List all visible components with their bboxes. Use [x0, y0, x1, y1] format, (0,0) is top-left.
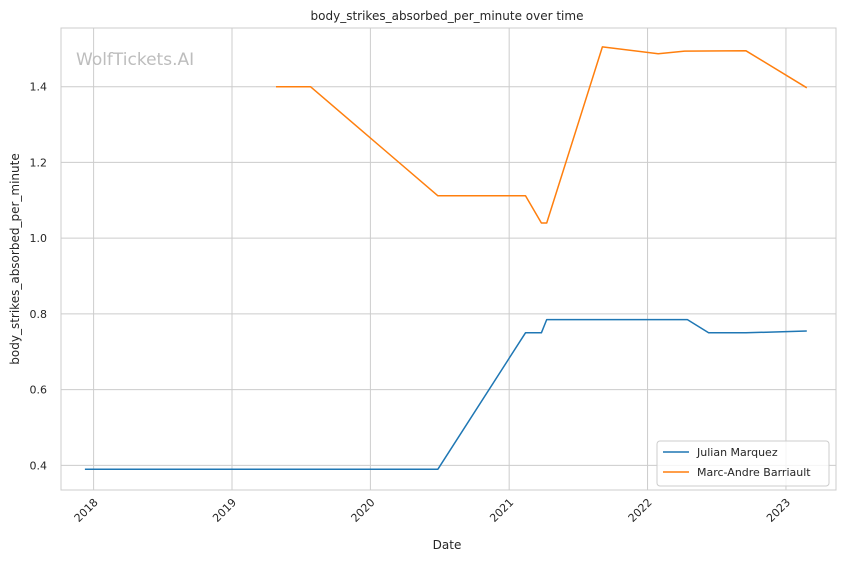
y-tick-label: 1.0: [30, 232, 48, 245]
x-axis-label: Date: [433, 538, 462, 552]
x-tick-label: 2018: [72, 496, 101, 525]
watermark: WolfTickets.AI: [76, 50, 194, 70]
x-tick-label: 2019: [210, 496, 239, 525]
y-tick-label: 0.8: [30, 308, 48, 321]
x-tick-label: 2023: [764, 496, 793, 525]
x-ticks: 2018 2019 2020 2021 2022 2023: [72, 496, 793, 525]
legend: Julian Marquez Marc-Andre Barriault: [656, 440, 830, 487]
y-ticks: 0.4 0.6 0.8 1.0 1.2 1.4: [30, 81, 48, 473]
legend-label: Marc-Andre Barriault: [697, 466, 811, 479]
y-tick-label: 1.4: [30, 81, 48, 94]
series-line-2: [276, 46, 808, 224]
grid: [61, 28, 836, 490]
legend-box: [656, 440, 830, 487]
x-tick-label: 2022: [626, 496, 655, 525]
series-lines: [84, 46, 808, 470]
chart-title: body_strikes_absorbed_per_minute over ti…: [311, 9, 584, 23]
y-tick-label: 1.2: [30, 156, 48, 169]
plot-area: [60, 27, 837, 491]
y-tick-label: 0.6: [30, 384, 48, 397]
x-tick-label: 2021: [487, 496, 516, 525]
legend-label: Julian Marquez: [696, 446, 778, 459]
y-tick-label: 0.4: [30, 459, 48, 472]
y-axis-label: body_strikes_absorbed_per_minute: [8, 153, 22, 364]
x-tick-label: 2020: [349, 496, 378, 525]
series-line-1: [84, 318, 807, 470]
